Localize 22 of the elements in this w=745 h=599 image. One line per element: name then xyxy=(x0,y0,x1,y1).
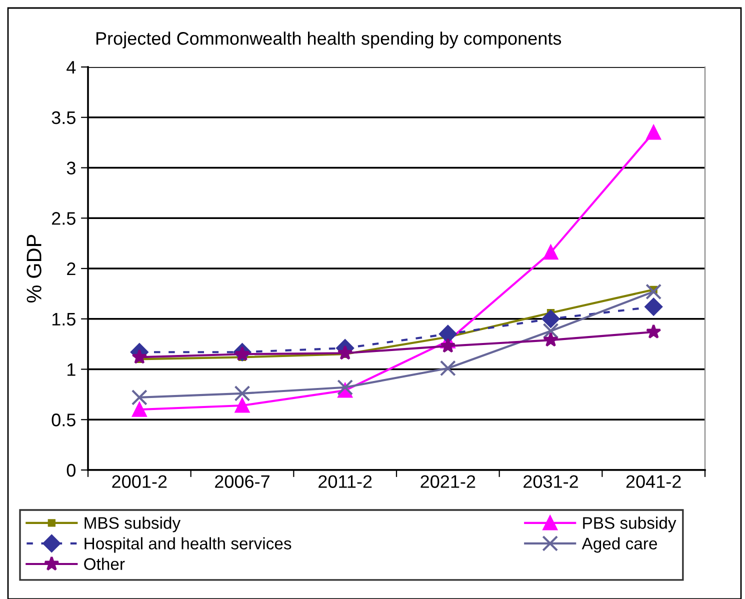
y-tick-label: 3.5 xyxy=(52,111,76,124)
legend-label: Other xyxy=(84,558,125,570)
legend-label: MBS subsidy xyxy=(84,516,181,532)
legend-label: Hospital and health services xyxy=(84,537,292,553)
y-tick-label: 2 xyxy=(67,262,76,276)
y-tick-label: 3 xyxy=(66,162,76,174)
chart-title: Projected Commonwealth health spending by components xyxy=(96,32,562,48)
y-tick-label: 2.5 xyxy=(52,212,76,225)
x-tick-label: 2041-2 xyxy=(626,475,681,488)
legend-label: Aged care xyxy=(582,537,658,553)
y-tick-label: 1 xyxy=(68,363,76,376)
x-tick-label: 2031-2 xyxy=(524,475,578,488)
y-tick-label: 4 xyxy=(66,61,76,74)
x-tick-label: 2011-2 xyxy=(318,475,372,488)
legend-label: PBS subsidy xyxy=(583,516,676,532)
y-tick-label: 0 xyxy=(66,464,76,477)
x-tick-label: 2021-2 xyxy=(420,475,476,488)
y-tick-label: 1.5 xyxy=(52,312,76,326)
y-tick-label: 0.5 xyxy=(52,414,76,426)
x-tick-label: 2001-2 xyxy=(112,475,167,488)
y-axis-title: % GDP xyxy=(26,234,42,302)
x-tick-label: 2006-7 xyxy=(215,475,270,488)
